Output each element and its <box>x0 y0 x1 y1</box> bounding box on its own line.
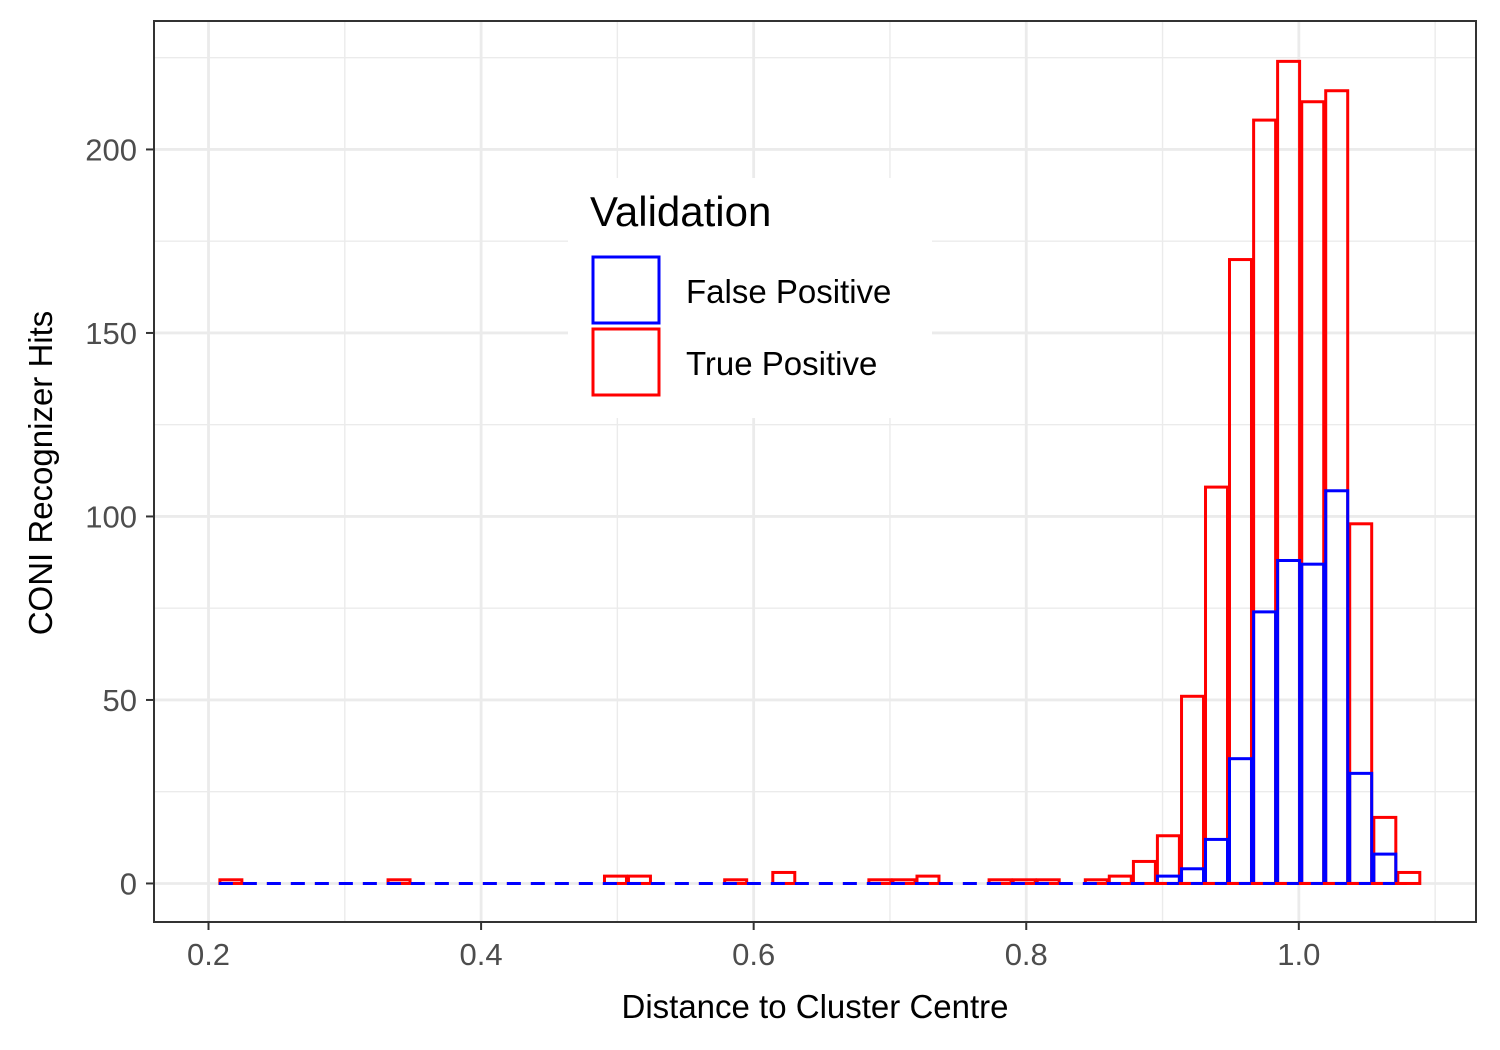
false-positive-bars <box>1155 489 1398 885</box>
legend-title: Validation <box>590 188 771 235</box>
y-tick-label: 200 <box>85 132 137 167</box>
false-positive-bar <box>1155 874 1181 885</box>
x-axis-title: Distance to Cluster Centre <box>622 988 1009 1025</box>
legend-key-false-positive <box>591 255 661 325</box>
false-positive-bar <box>1204 837 1229 885</box>
x-tick-label: 0.6 <box>732 937 775 972</box>
minor-gridlines <box>154 21 1476 922</box>
x-tick-label: 0.2 <box>187 937 230 972</box>
y-axis-title: CONI Recognizer Hits <box>22 311 59 636</box>
false-positive-bar <box>1252 610 1278 885</box>
legend-label-false-positive: False Positive <box>686 273 891 310</box>
legend-label-true-positive: True Positive <box>686 345 877 382</box>
false-positive-bar <box>1372 852 1398 885</box>
x-axis-ticks: 0.2 0.4 0.6 0.8 1.0 <box>187 922 1320 972</box>
legend-background <box>568 178 932 418</box>
y-axis-ticks: 0 50 100 150 200 <box>85 132 154 901</box>
y-tick-label: 150 <box>85 316 137 351</box>
legend: Validation False Positive True Positive <box>568 178 932 418</box>
x-tick-label: 1.0 <box>1277 937 1320 972</box>
false-positive-bar <box>1180 867 1206 885</box>
y-tick-label: 50 <box>103 683 137 718</box>
y-tick-label: 100 <box>85 499 137 534</box>
false-positive-bar <box>1324 489 1350 885</box>
false-positive-bar <box>1348 771 1374 885</box>
false-positive-bar <box>1300 562 1326 885</box>
x-tick-label: 0.4 <box>460 937 503 972</box>
y-tick-label: 0 <box>120 866 137 901</box>
false-positive-bar <box>1227 757 1253 885</box>
legend-key-true-positive <box>591 327 661 397</box>
true-positive-bar <box>1396 870 1422 885</box>
x-tick-label: 0.8 <box>1005 937 1048 972</box>
false-positive-bar <box>1276 558 1302 885</box>
panel-border <box>153 20 1477 923</box>
